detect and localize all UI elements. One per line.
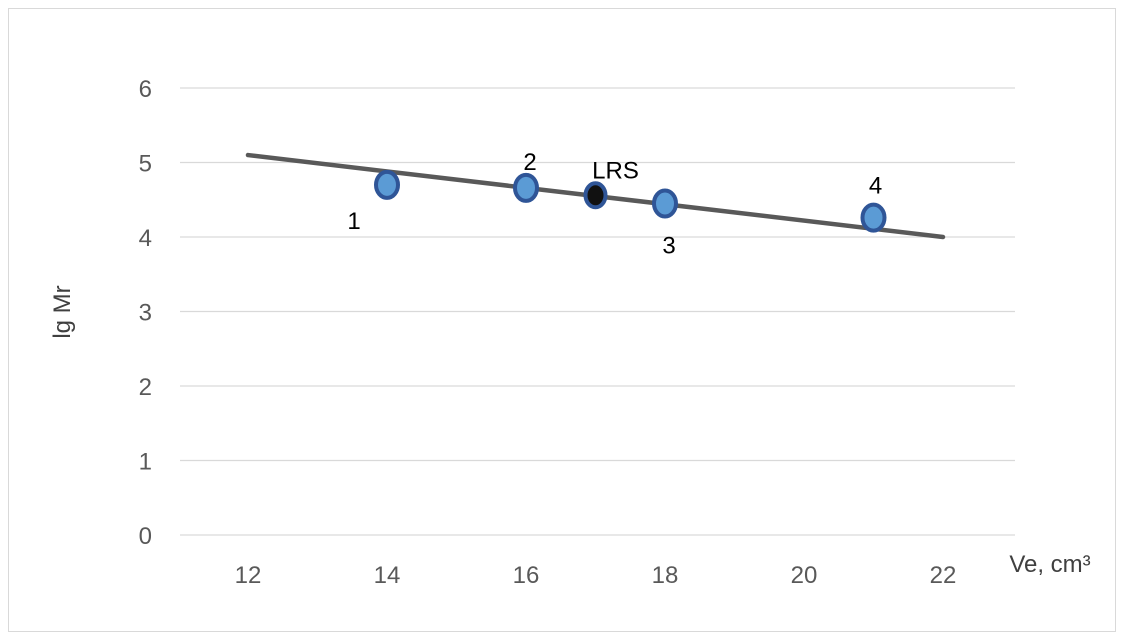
data-point-3: [652, 188, 678, 219]
data-point-4: [860, 202, 887, 233]
y-axis-title: lg Mr: [49, 285, 76, 338]
data-point-2: [513, 172, 539, 203]
y-tick-5: 5: [139, 151, 152, 178]
data-label-1: 1: [347, 208, 360, 235]
x-tick-labels: 12 14 16 18 20 22: [235, 562, 957, 589]
x-tick-14: 14: [374, 562, 401, 589]
data-label-LRS: LRS: [592, 157, 639, 184]
data-label-2: 2: [523, 149, 536, 176]
point-labels: 1 2 3 4 LRS: [347, 149, 882, 260]
y-tick-labels: 0 1 2 3 4 5 6: [139, 76, 152, 550]
chart-frame: [8, 8, 1116, 632]
x-tick-18: 18: [652, 562, 679, 589]
x-tick-20: 20: [791, 562, 818, 589]
y-tick-2: 2: [139, 374, 152, 401]
data-points: [374, 169, 887, 233]
x-tick-16: 16: [513, 562, 540, 589]
gridlines: [180, 87, 1015, 536]
data-point-1: [374, 169, 400, 200]
x-axis-title: Ve, cm³: [1009, 551, 1090, 578]
y-tick-1: 1: [139, 449, 152, 476]
data-label-4: 4: [869, 173, 882, 200]
data-label-3: 3: [662, 232, 675, 259]
data-point-LRS: [583, 181, 608, 210]
y-tick-4: 4: [139, 225, 152, 252]
x-tick-22: 22: [930, 562, 957, 589]
y-tick-6: 6: [139, 76, 152, 103]
y-tick-0: 0: [139, 523, 152, 550]
x-tick-12: 12: [235, 562, 262, 589]
y-tick-3: 3: [139, 300, 152, 327]
